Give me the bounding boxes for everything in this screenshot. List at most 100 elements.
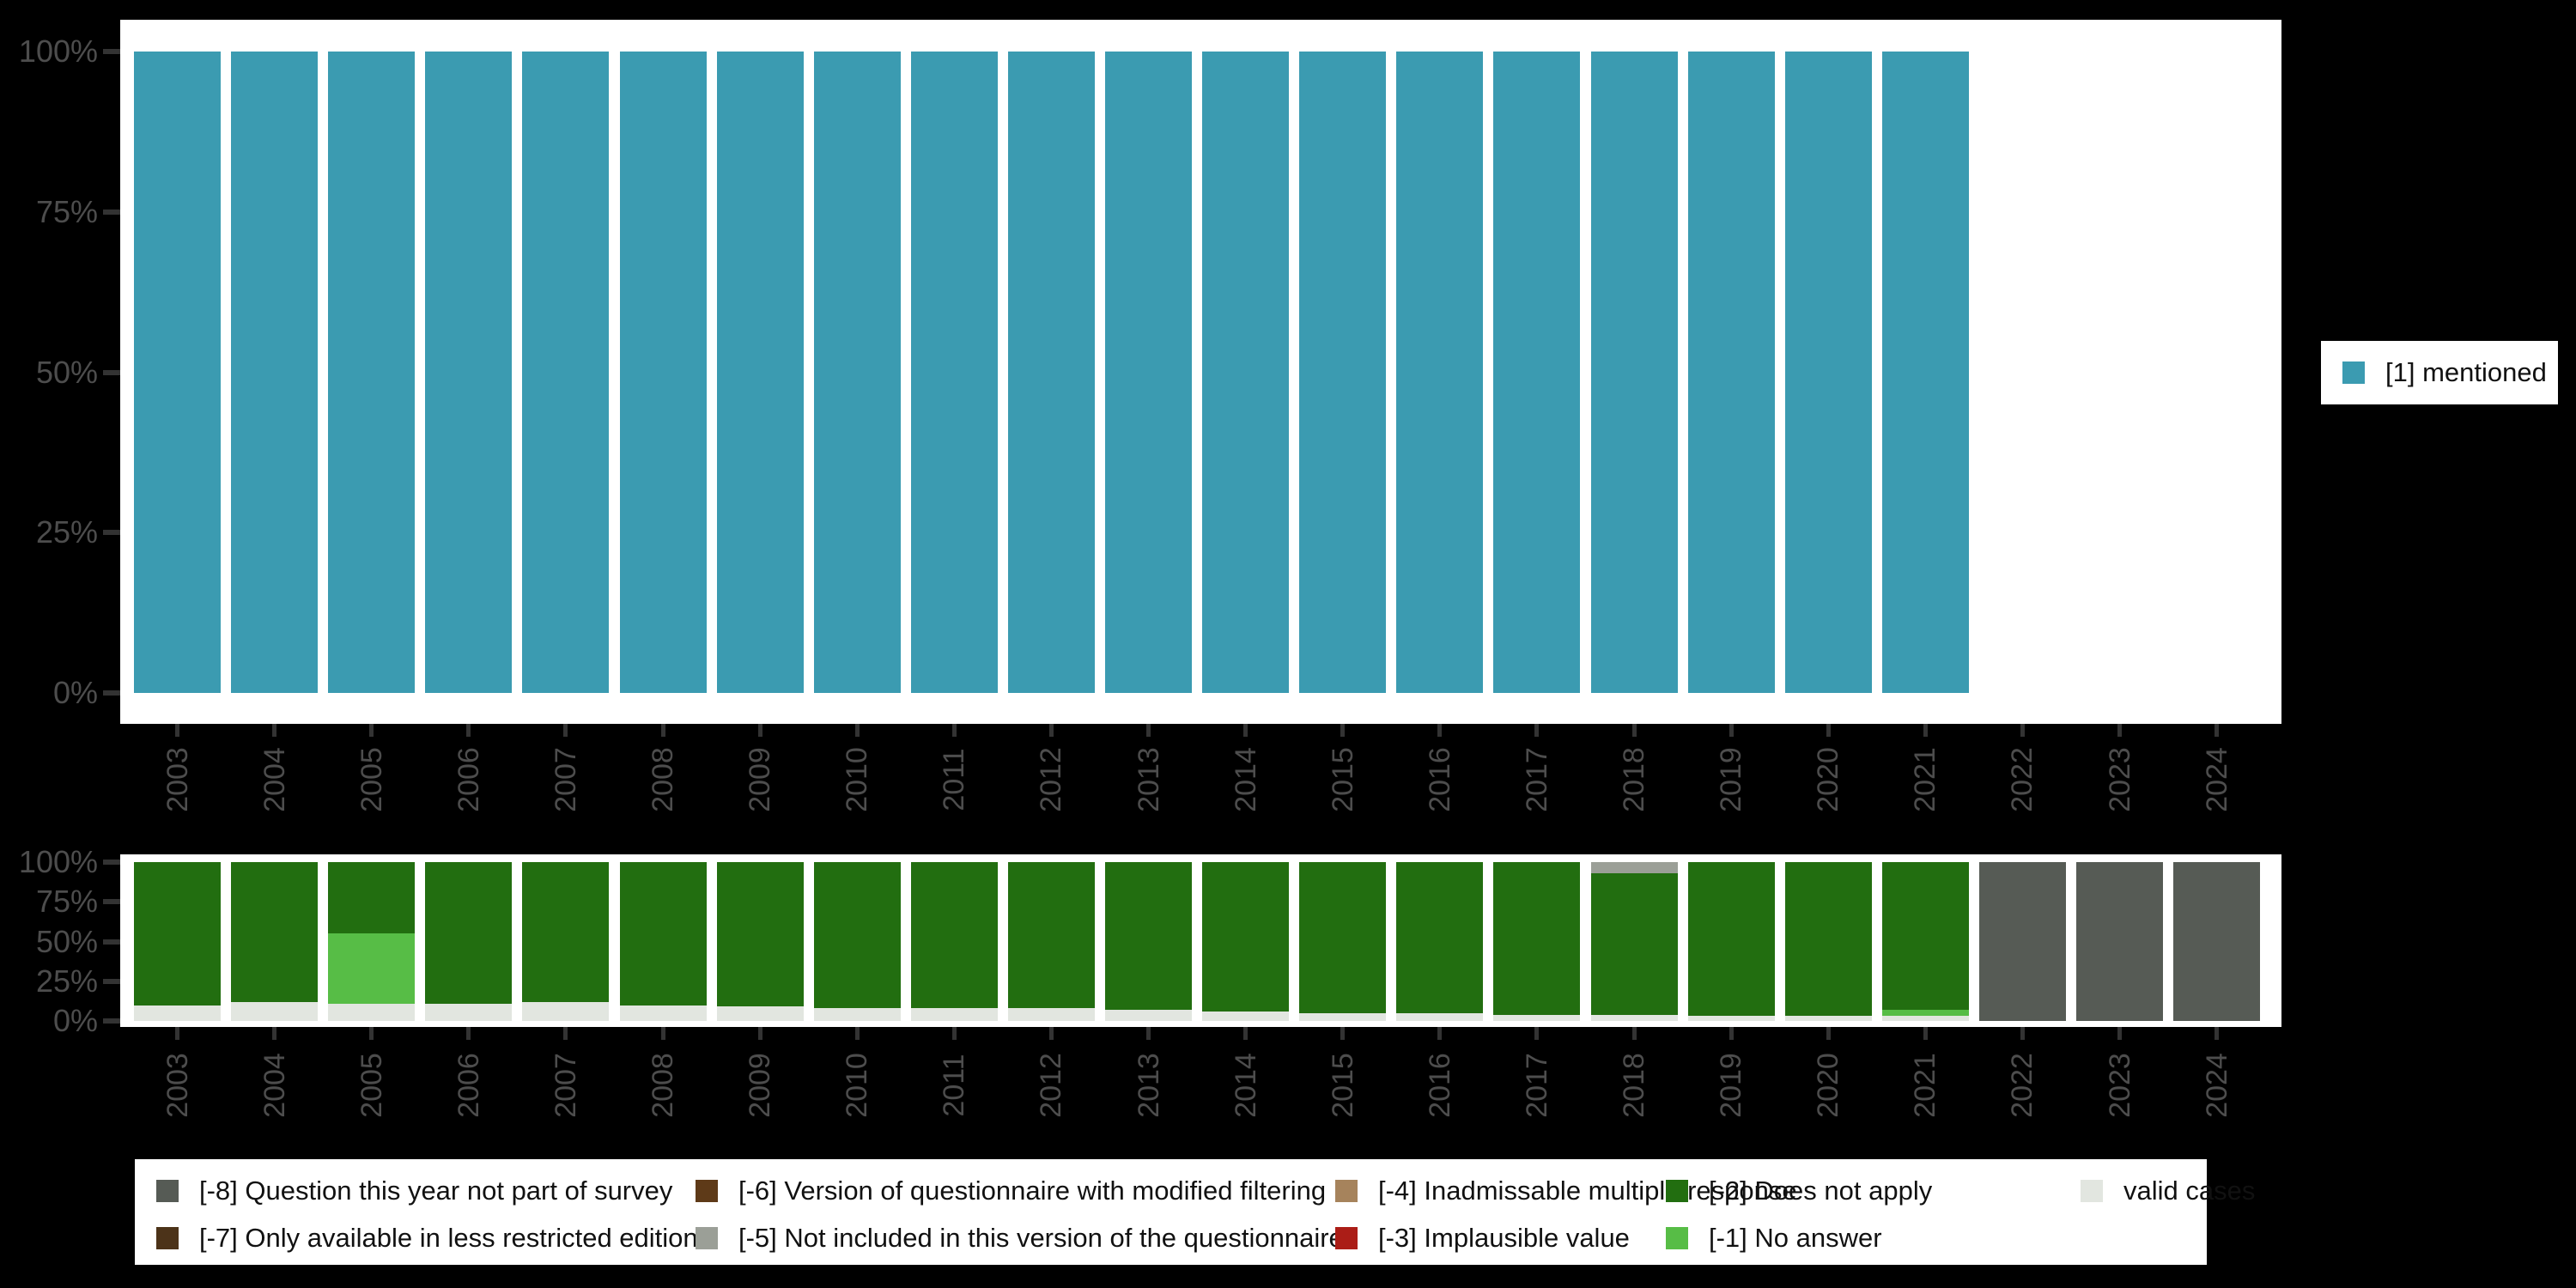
bar-segment <box>134 52 221 693</box>
y-axis-tick <box>103 860 120 865</box>
x-axis-tick <box>660 1027 665 1040</box>
x-axis-label: 2008 <box>647 1053 679 1118</box>
y-axis-tick <box>103 939 120 945</box>
legend-label-minus8: [-8] Question this year not part of surv… <box>199 1176 673 1206</box>
legend-swatch-minus6 <box>696 1180 718 1202</box>
x-axis-label: 2019 <box>1715 1053 1748 1118</box>
x-axis-tick <box>951 724 957 737</box>
x-axis-label: 2016 <box>1423 747 1456 812</box>
x-axis-tick <box>757 1027 762 1040</box>
bar-segment <box>1396 1012 1484 1021</box>
x-axis-tick <box>369 1027 374 1040</box>
legend-label-minus4: [-4] Inadmissable multiple response <box>1378 1176 1797 1206</box>
x-axis-label: 2017 <box>1520 1053 1553 1118</box>
x-axis-tick <box>369 724 374 737</box>
bar-segment <box>1105 862 1192 1011</box>
legend-label-mentioned: [1] mentioned <box>2385 357 2547 387</box>
legend-item-minus4: [-4] Inadmissable multiple response <box>1335 1176 1797 1206</box>
legend-missing-values: [-8] Question this year not part of surv… <box>135 1159 2255 1265</box>
legend-item-minus8: [-8] Question this year not part of surv… <box>156 1176 672 1206</box>
legend-item-minus1: [-1] No answer <box>1666 1223 1882 1253</box>
bar-segment <box>1493 52 1581 693</box>
bar-segment <box>1978 862 2066 1021</box>
x-axis-label: 2016 <box>1423 1053 1456 1118</box>
x-axis-tick <box>1923 724 1928 737</box>
x-axis-tick <box>1146 1027 1151 1040</box>
bar-segment <box>2076 862 2163 1021</box>
x-axis-label: 2009 <box>744 1053 777 1118</box>
legend-swatch-minus4 <box>1335 1180 1358 1202</box>
bar-segment <box>619 52 707 693</box>
legend-swatch-minus5 <box>696 1227 718 1249</box>
x-axis-tick <box>1437 724 1443 737</box>
y-axis-label: 0% <box>52 1003 98 1038</box>
bar-segment <box>1881 1016 1969 1021</box>
bar-segment <box>813 52 901 693</box>
bar-segment <box>910 1008 998 1021</box>
x-axis-label: 2004 <box>258 1053 291 1118</box>
x-axis-label: 2013 <box>1132 1053 1165 1118</box>
bar-segment <box>231 52 319 693</box>
x-axis-tick <box>2020 724 2025 737</box>
legend-label-minus6: [-6] Version of questionnaire with modif… <box>738 1176 1327 1206</box>
x-axis-tick <box>1728 1027 1734 1040</box>
bar-segment <box>1493 862 1581 1015</box>
x-axis-tick <box>466 724 471 737</box>
x-axis-label: 2018 <box>1618 747 1650 812</box>
legend-swatch-minus8 <box>156 1180 179 1202</box>
x-axis-label: 2012 <box>1035 1053 1068 1118</box>
y-axis-label: 75% <box>35 193 98 229</box>
x-axis-label: 2011 <box>938 748 971 811</box>
x-axis-tick <box>1048 724 1054 737</box>
x-axis-label: 2007 <box>549 747 582 812</box>
legend-swatch-minus7 <box>156 1227 179 1249</box>
x-axis-tick <box>1243 724 1249 737</box>
x-axis-label: 2021 <box>1909 747 1942 812</box>
x-axis-label: 2005 <box>355 747 388 812</box>
bar-segment <box>1687 1016 1775 1021</box>
legend-item-minus6: [-6] Version of questionnaire with modif… <box>696 1176 1326 1206</box>
legend-swatch-valid-cases <box>2081 1180 2103 1202</box>
y-axis-tick <box>103 369 120 375</box>
y-axis-tick <box>103 978 120 984</box>
x-axis-label: 2018 <box>1618 1053 1650 1118</box>
x-axis-tick <box>1437 1027 1443 1040</box>
x-axis-label: 2015 <box>1326 1053 1359 1118</box>
x-axis-tick <box>1923 1027 1928 1040</box>
x-axis-tick <box>2215 724 2220 737</box>
x-axis-label: 2004 <box>258 747 291 812</box>
legend-item-minus2: [-2] Does not apply <box>1666 1176 1932 1206</box>
x-axis-tick <box>1826 724 1831 737</box>
x-axis-label: 2006 <box>452 747 485 812</box>
x-axis-tick <box>563 724 568 737</box>
x-axis-tick <box>854 724 860 737</box>
bottom-chart-panel <box>120 854 2281 1027</box>
y-axis-label: 100% <box>18 844 98 879</box>
x-axis-tick <box>1826 1027 1831 1040</box>
y-axis-tick <box>103 690 120 696</box>
bar-segment <box>1784 862 1872 1017</box>
legend-label-valid-cases: valid cases <box>2123 1176 2256 1206</box>
x-axis-tick <box>1728 724 1734 737</box>
bar-segment <box>1590 52 1678 693</box>
bar-segment <box>1784 1016 1872 1021</box>
bar-segment <box>813 862 901 1009</box>
x-axis-tick <box>1146 724 1151 737</box>
bar-segment <box>1299 52 1387 693</box>
y-axis-label: 25% <box>35 514 98 550</box>
x-axis-tick <box>563 1027 568 1040</box>
top-chart-panel <box>120 20 2281 724</box>
bar-segment <box>328 1003 416 1021</box>
bar-segment <box>1299 1012 1387 1021</box>
bar-segment <box>1881 52 1969 693</box>
bar-segment <box>522 52 610 693</box>
legend-item-minus3: [-3] Implausible value <box>1335 1223 1630 1253</box>
x-axis-label: 2005 <box>355 1053 388 1118</box>
bar-segment <box>1590 862 1678 873</box>
x-axis-tick <box>1048 1027 1054 1040</box>
x-axis-label: 2022 <box>2006 1053 2039 1118</box>
y-axis-tick <box>103 1018 120 1024</box>
y-axis-tick <box>103 209 120 215</box>
x-axis-label: 2008 <box>647 747 679 812</box>
y-axis-label: 50% <box>35 923 98 959</box>
